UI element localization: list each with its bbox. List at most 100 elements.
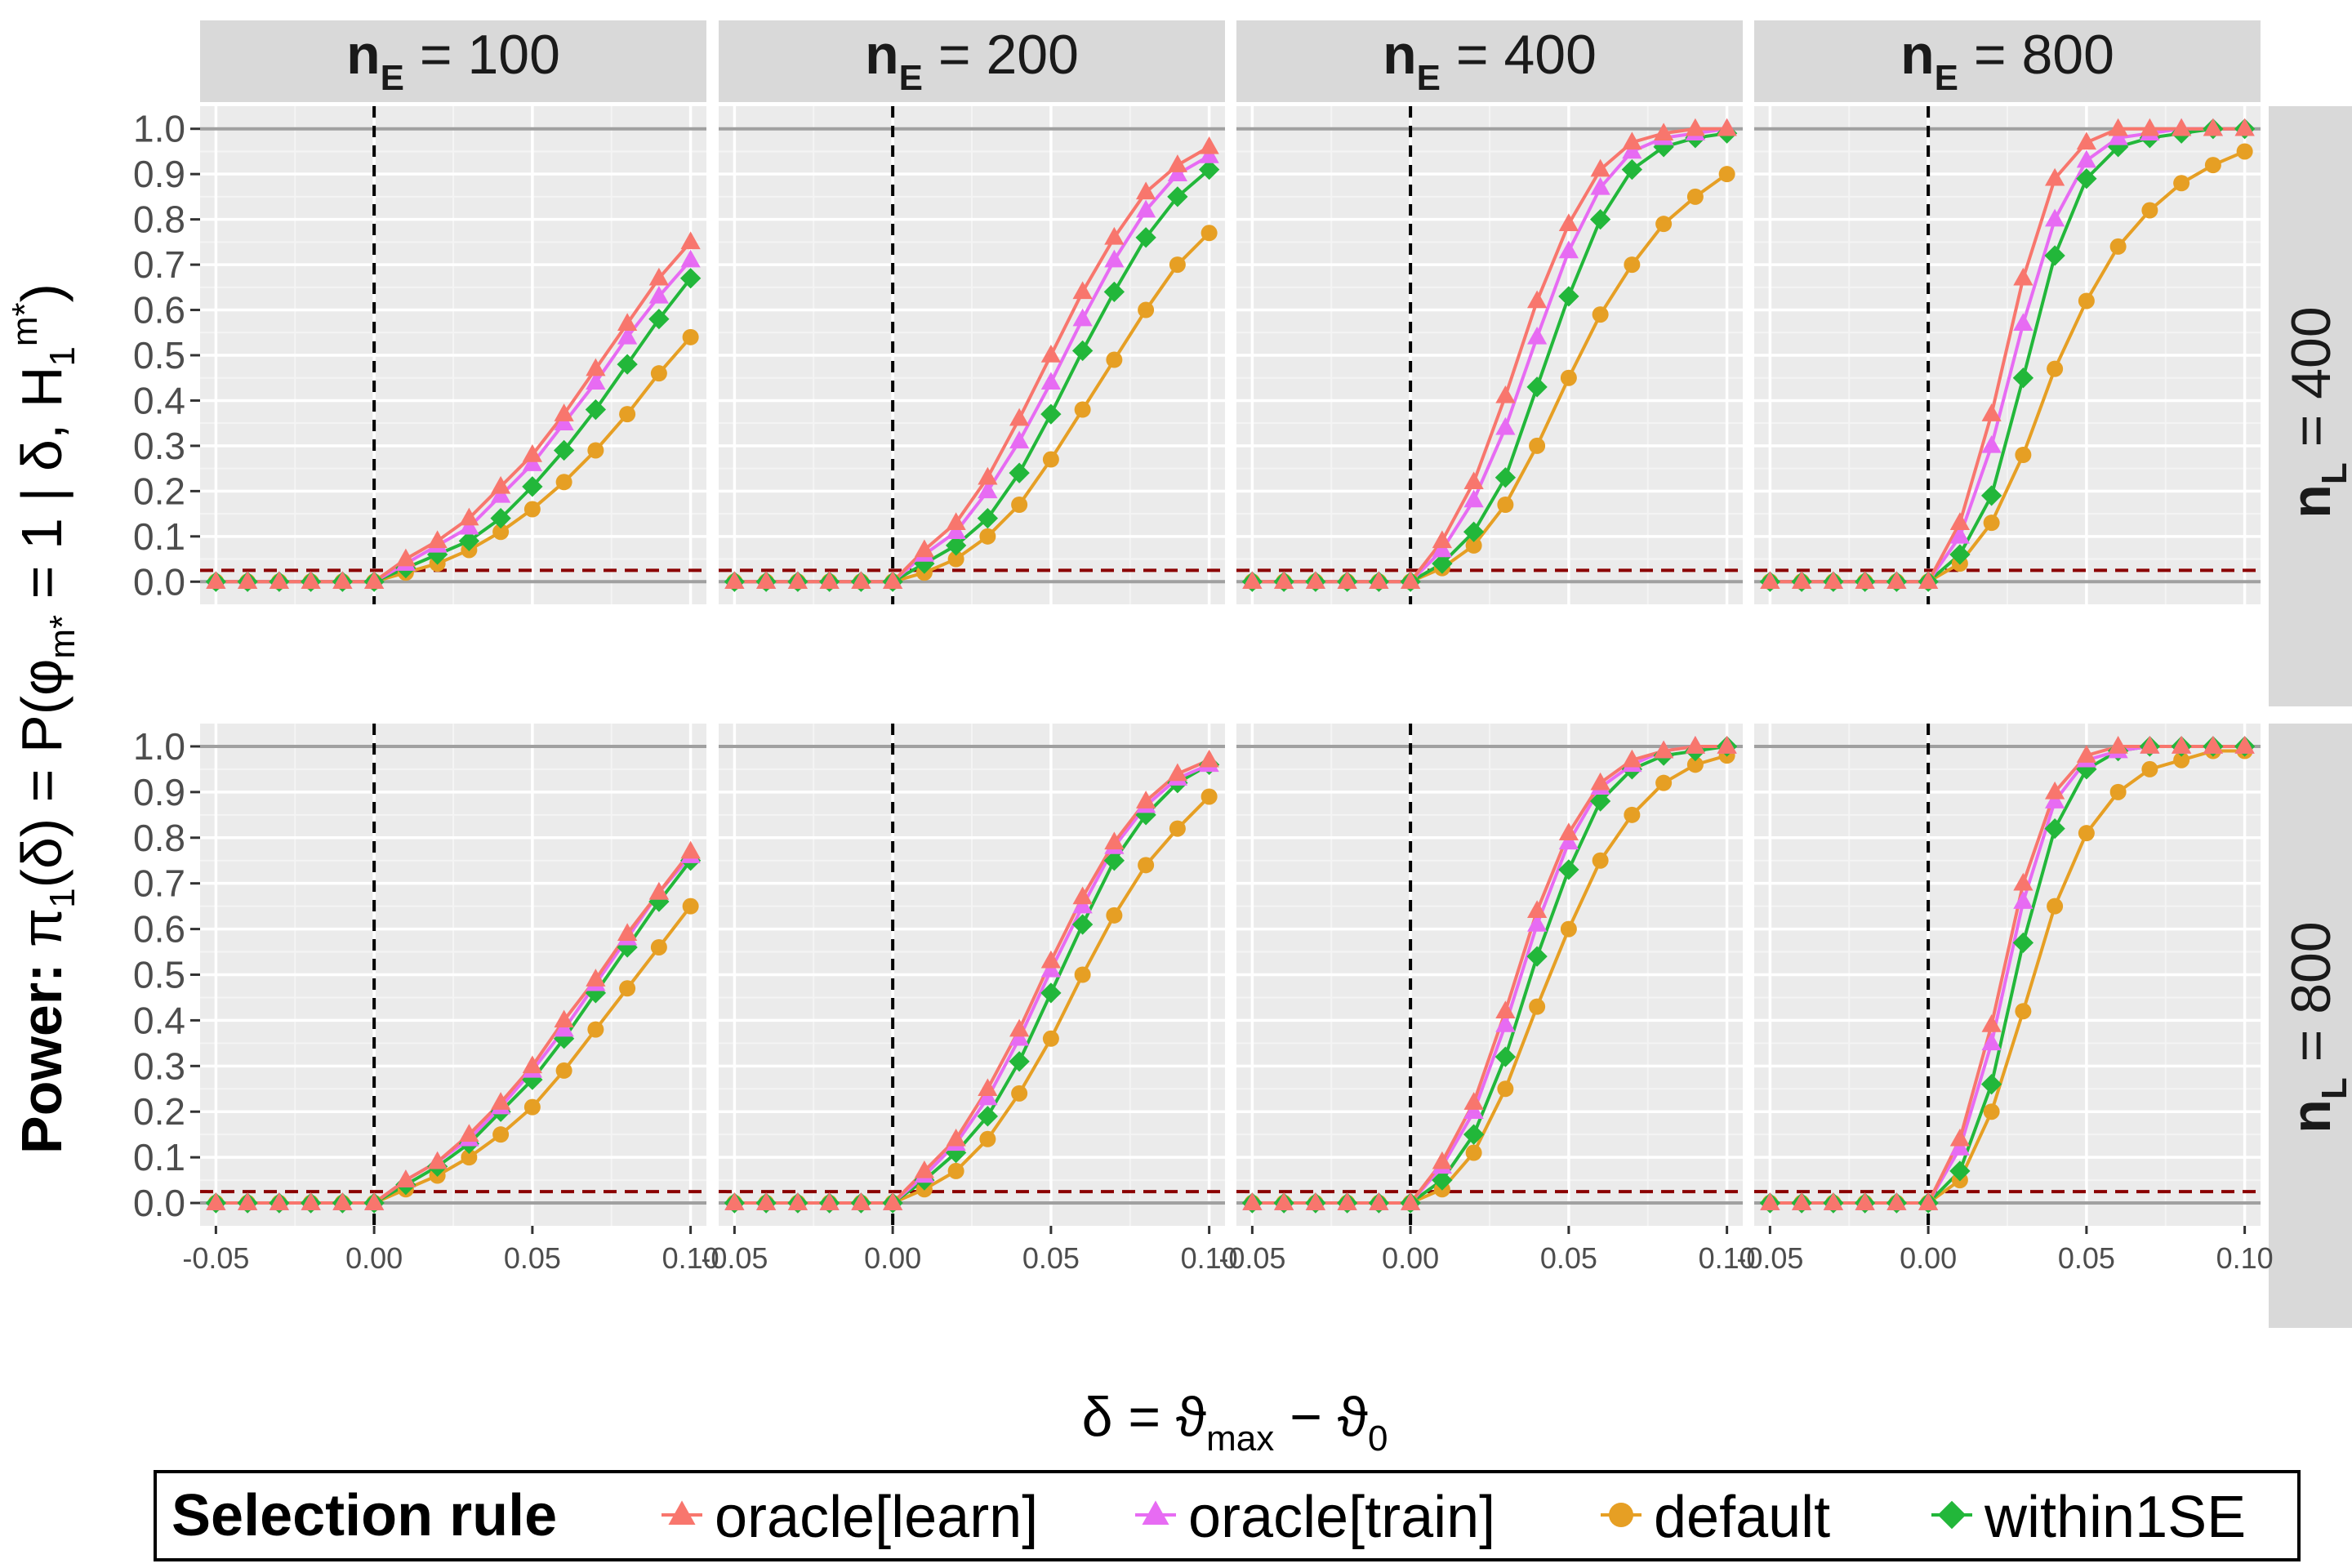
data-point — [1590, 176, 1610, 195]
data-point — [1432, 1169, 1453, 1191]
data-point — [1136, 181, 1156, 200]
data-point — [2109, 783, 2127, 800]
data-point — [1949, 1137, 1970, 1156]
y-tick-label: 0.9 — [133, 153, 185, 195]
data-point — [2047, 360, 2064, 377]
series-line — [734, 758, 1210, 1205]
data-point — [1558, 831, 1579, 850]
data-point — [1337, 1192, 1357, 1210]
data-point — [1592, 306, 1609, 323]
data-point — [522, 1069, 543, 1090]
data-point — [682, 328, 699, 345]
series-line — [1252, 127, 1727, 584]
data-point — [554, 1018, 574, 1037]
data-point — [1167, 163, 1187, 181]
data-point — [522, 453, 542, 471]
data-point — [1042, 451, 1059, 468]
data-point — [1009, 408, 1030, 426]
data-point — [1199, 136, 1219, 154]
data-point — [553, 439, 575, 461]
data-point — [1495, 416, 1516, 435]
data-point — [1622, 749, 1642, 768]
data-point — [269, 1192, 289, 1210]
panels-layer: nE = 100 nE = 200 nE = 400 nE = 800 nL = 400… — [133, 20, 2352, 1328]
x-tick-label: 0.05 — [1022, 1241, 1080, 1275]
data-point — [1009, 1051, 1030, 1072]
data-point — [2013, 891, 2034, 909]
data-point — [490, 507, 511, 529]
data-point — [1760, 1192, 1780, 1210]
data-point — [979, 1130, 996, 1147]
data-point — [2140, 118, 2160, 136]
data-point — [1167, 763, 1187, 782]
data-point — [1011, 1085, 1028, 1102]
data-point — [2078, 825, 2095, 842]
y-tick-label: 1.0 — [133, 725, 185, 768]
data-point — [427, 1151, 448, 1169]
x-tick-label: -0.05 — [701, 1241, 768, 1275]
data-point — [1009, 462, 1030, 483]
data-point — [617, 923, 638, 941]
row-strip — [2269, 724, 2352, 1328]
data-point — [1558, 859, 1579, 880]
data-point — [1792, 1192, 1812, 1210]
data-point — [1167, 154, 1187, 172]
data-point — [1949, 525, 1970, 544]
x-tick-label: 0.00 — [864, 1241, 921, 1275]
data-point — [1242, 1192, 1263, 1210]
y-tick-label: 0.8 — [133, 817, 185, 859]
y-tick-label: 0.1 — [133, 515, 185, 558]
data-point — [2012, 932, 2034, 954]
x-tick-label: 0.00 — [345, 1241, 403, 1275]
data-point — [555, 1062, 572, 1079]
data-point — [1717, 118, 1737, 136]
series-line — [734, 145, 1210, 584]
y-tick-label: 0.4 — [133, 379, 185, 421]
column-strip — [719, 20, 1225, 102]
data-point — [332, 571, 353, 590]
data-point — [619, 406, 636, 423]
data-point — [1621, 158, 1643, 180]
data-point — [301, 571, 321, 590]
data-point — [364, 1192, 385, 1210]
data-point — [491, 475, 511, 494]
data-point — [1040, 372, 1061, 390]
data-point — [395, 1169, 416, 1187]
data-point — [1138, 301, 1155, 318]
data-point — [2173, 175, 2190, 192]
data-point — [1886, 571, 1907, 590]
data-point — [724, 571, 745, 590]
data-point — [2012, 368, 2034, 389]
data-point — [617, 326, 638, 345]
data-point — [979, 528, 996, 545]
x-axis-title: δ = ϑmax − ϑ0 — [1082, 1386, 1388, 1459]
data-point — [1589, 791, 1611, 812]
data-point — [1274, 571, 1294, 590]
data-point — [1071, 914, 1094, 935]
y-tick-label: 0.7 — [133, 862, 185, 905]
data-point — [2045, 208, 2065, 227]
data-point — [977, 507, 999, 529]
legend-key-marker — [1609, 1503, 1633, 1527]
data-point — [945, 535, 967, 556]
data-point — [978, 1078, 998, 1097]
data-point — [555, 474, 572, 491]
data-point — [617, 937, 638, 958]
data-point — [787, 1192, 808, 1210]
data-point — [1432, 539, 1452, 558]
data-point — [427, 530, 448, 549]
y-tick-label: 0.2 — [133, 470, 185, 512]
data-point — [1718, 166, 1735, 183]
data-point — [1200, 788, 1218, 805]
data-point — [1717, 735, 1737, 754]
data-point — [1558, 822, 1579, 840]
data-point — [523, 501, 541, 518]
data-point — [1494, 467, 1517, 488]
legend-key-marker — [1937, 1500, 1967, 1530]
data-point — [1526, 376, 1548, 398]
data-point — [1198, 158, 1220, 180]
data-point — [459, 507, 479, 526]
series-line — [1770, 127, 2245, 584]
series-line — [1252, 744, 1727, 1205]
column-strip — [1754, 20, 2261, 102]
